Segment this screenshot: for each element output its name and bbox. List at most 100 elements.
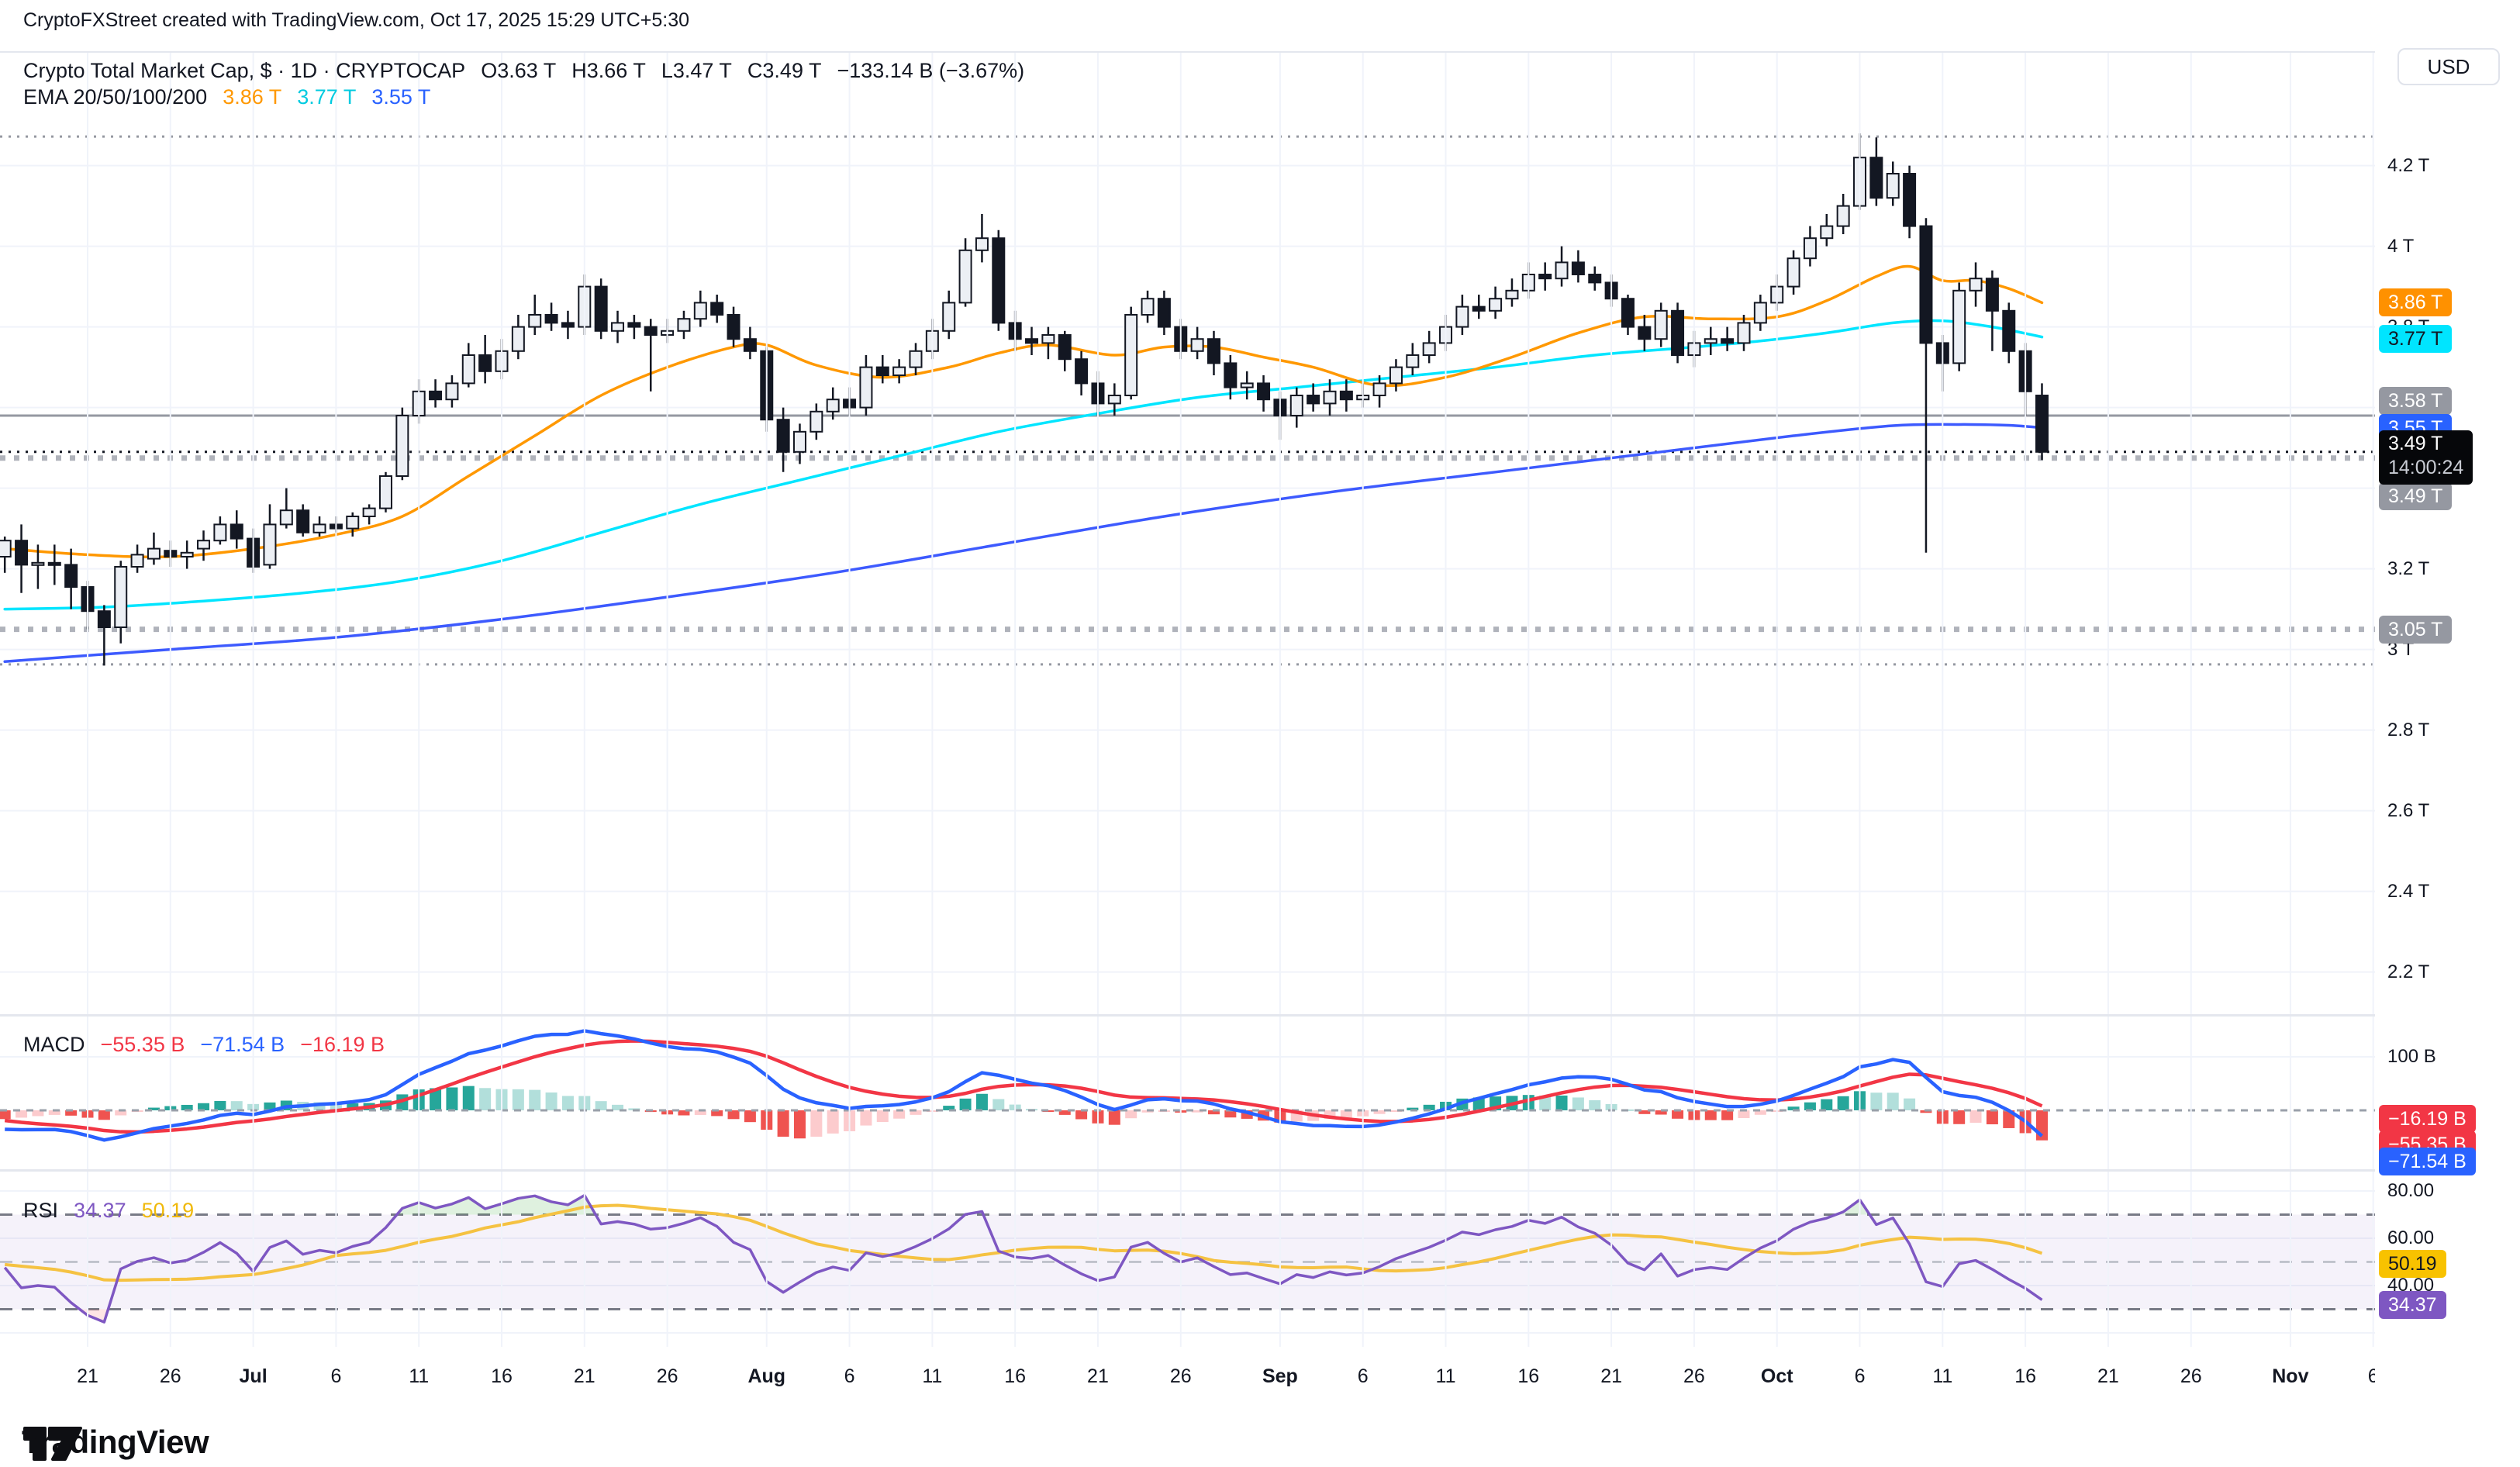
time-tick-label: 16 xyxy=(491,1365,513,1387)
candle-body xyxy=(511,326,525,352)
candle-body xyxy=(1505,289,1519,300)
rsi-ma-line[interactable] xyxy=(4,1203,2043,1282)
time-tick-label: 26 xyxy=(1169,1365,1192,1387)
candle-body xyxy=(296,509,310,533)
macd-hist-bar xyxy=(1870,1092,1883,1110)
macd-line[interactable] xyxy=(5,1029,2043,1142)
time-tick-label: 6 xyxy=(1357,1365,1369,1387)
ema100-line[interactable] xyxy=(3,423,2044,663)
macd-hist-bar xyxy=(943,1106,955,1110)
candle-body xyxy=(130,554,144,568)
time-tick-label: Aug xyxy=(747,1365,786,1387)
macd-hist-bar xyxy=(1224,1110,1237,1118)
candle-body xyxy=(1289,395,1303,416)
candle-body xyxy=(975,237,989,251)
attribution-note: CryptoFXStreet created with TradingView.… xyxy=(23,9,690,31)
macd-hist-bar xyxy=(1887,1092,1899,1110)
macd-hist-bar xyxy=(1969,1110,1982,1124)
ema50-line[interactable] xyxy=(3,319,2044,611)
macd-hist-bar xyxy=(1389,1110,1402,1112)
price-axis-scale[interactable]: 4.2 T4 T3.8 T3.2 T3 T2.8 T2.6 T2.4 T2.2 … xyxy=(2375,0,2520,1407)
macd-hist-bar xyxy=(893,1110,906,1119)
candle-body xyxy=(544,314,558,324)
candle-body xyxy=(1206,338,1220,364)
macd-hist-bar xyxy=(1407,1107,1419,1110)
candle-body xyxy=(64,564,78,589)
macd-hist-bar xyxy=(1075,1110,1088,1120)
macd-hist-bar xyxy=(711,1110,723,1117)
rsi-tick-label: 80.00 xyxy=(2387,1180,2435,1201)
macd-hist-bar xyxy=(1655,1110,1667,1115)
macd-hist-bar xyxy=(777,1110,789,1137)
price-tick-label: 2.2 T xyxy=(2387,961,2430,982)
time-axis-scale[interactable]: 21 26 Jul 6 11 16 21 26 Aug 6 11 16 21 26 Sep 6 11 16 21 26… xyxy=(0,1347,2375,1407)
pane-divider-macd[interactable] xyxy=(0,1014,2520,1017)
macd-hist-bar xyxy=(1804,1102,1816,1110)
macd-hist-bar xyxy=(1423,1104,1435,1110)
candle-body xyxy=(1339,390,1353,401)
candle-body xyxy=(230,523,243,540)
candle-body xyxy=(1753,302,1767,324)
macd-hist-bar xyxy=(910,1110,922,1115)
candle-body xyxy=(958,249,972,304)
macd-hist-bar xyxy=(1754,1110,1766,1115)
candle-body xyxy=(362,507,376,517)
macd-line-axis-label: −71.54 B xyxy=(2379,1148,2476,1176)
candle-body xyxy=(776,419,790,453)
candle-body xyxy=(346,516,360,530)
candle-body xyxy=(1075,358,1089,385)
macd-hist-bar xyxy=(1672,1110,1684,1119)
rsi-pane[interactable] xyxy=(0,1190,2375,1334)
price-pane[interactable] xyxy=(0,133,2375,973)
currency-toggle-button[interactable]: USD xyxy=(2397,48,2500,85)
macd-hist-bar xyxy=(98,1110,110,1120)
macd-hist-bar xyxy=(744,1110,756,1123)
time-tick-label: Nov xyxy=(2272,1365,2309,1387)
macd-hist-bar xyxy=(32,1110,44,1117)
macd-hist-bar xyxy=(512,1089,524,1110)
tradingview-logo[interactable]: TradingView xyxy=(22,1424,209,1461)
macd-hist-bar xyxy=(1108,1110,1120,1125)
candle-body xyxy=(1389,366,1403,385)
candle-body xyxy=(1638,326,1652,340)
time-tick-label: 16 xyxy=(2014,1365,2037,1387)
candle-body xyxy=(810,410,823,433)
ema20-line[interactable] xyxy=(3,264,2044,559)
pane-divider-rsi[interactable] xyxy=(0,1169,2520,1172)
macd-hist-bar xyxy=(1953,1110,1966,1124)
time-tick-label: 21 xyxy=(77,1365,98,1387)
candle-body xyxy=(627,322,641,328)
macd-signal-line[interactable] xyxy=(4,1039,2043,1134)
candle-body xyxy=(1671,309,1685,356)
candle-body xyxy=(1886,173,1900,199)
tradingview-logo-icon xyxy=(23,1427,82,1461)
candle-body xyxy=(1820,225,1834,240)
macd-hist-bar xyxy=(1837,1096,1849,1110)
macd-hist-bar xyxy=(1738,1110,1750,1119)
candle-body xyxy=(2002,309,2016,352)
macd-hist-bar xyxy=(1058,1110,1071,1115)
macd-hist-bar xyxy=(1373,1110,1386,1114)
candle-body xyxy=(2035,395,2049,453)
candle-body xyxy=(1472,305,1486,312)
macd-hist-bar xyxy=(1638,1110,1651,1114)
candle-body xyxy=(180,551,194,557)
macd-hist-bar xyxy=(876,1110,889,1123)
time-tick-label: 6 xyxy=(1854,1365,1866,1387)
rsi-ma-axis-label: 50.19 xyxy=(2379,1249,2446,1278)
time-tick-label: 11 xyxy=(1435,1365,1456,1387)
header-divider xyxy=(0,51,2520,53)
macd-hist-bar xyxy=(860,1110,872,1126)
rsi-line[interactable] xyxy=(3,1193,2043,1324)
time-tick-label: 21 xyxy=(1087,1365,1109,1387)
candle-body xyxy=(1107,395,1121,405)
candle-body xyxy=(1157,298,1171,328)
macd-hist-bar xyxy=(313,1102,326,1110)
macd-hist-bar xyxy=(347,1103,359,1110)
candle-body xyxy=(528,314,542,328)
candle-body xyxy=(1372,382,1386,396)
chart-canvas[interactable] xyxy=(0,0,2375,1407)
time-tick-label: 26 xyxy=(656,1365,678,1387)
macd-pane[interactable] xyxy=(0,1029,2375,1142)
rsi-overbought-fill xyxy=(396,1195,1870,1215)
